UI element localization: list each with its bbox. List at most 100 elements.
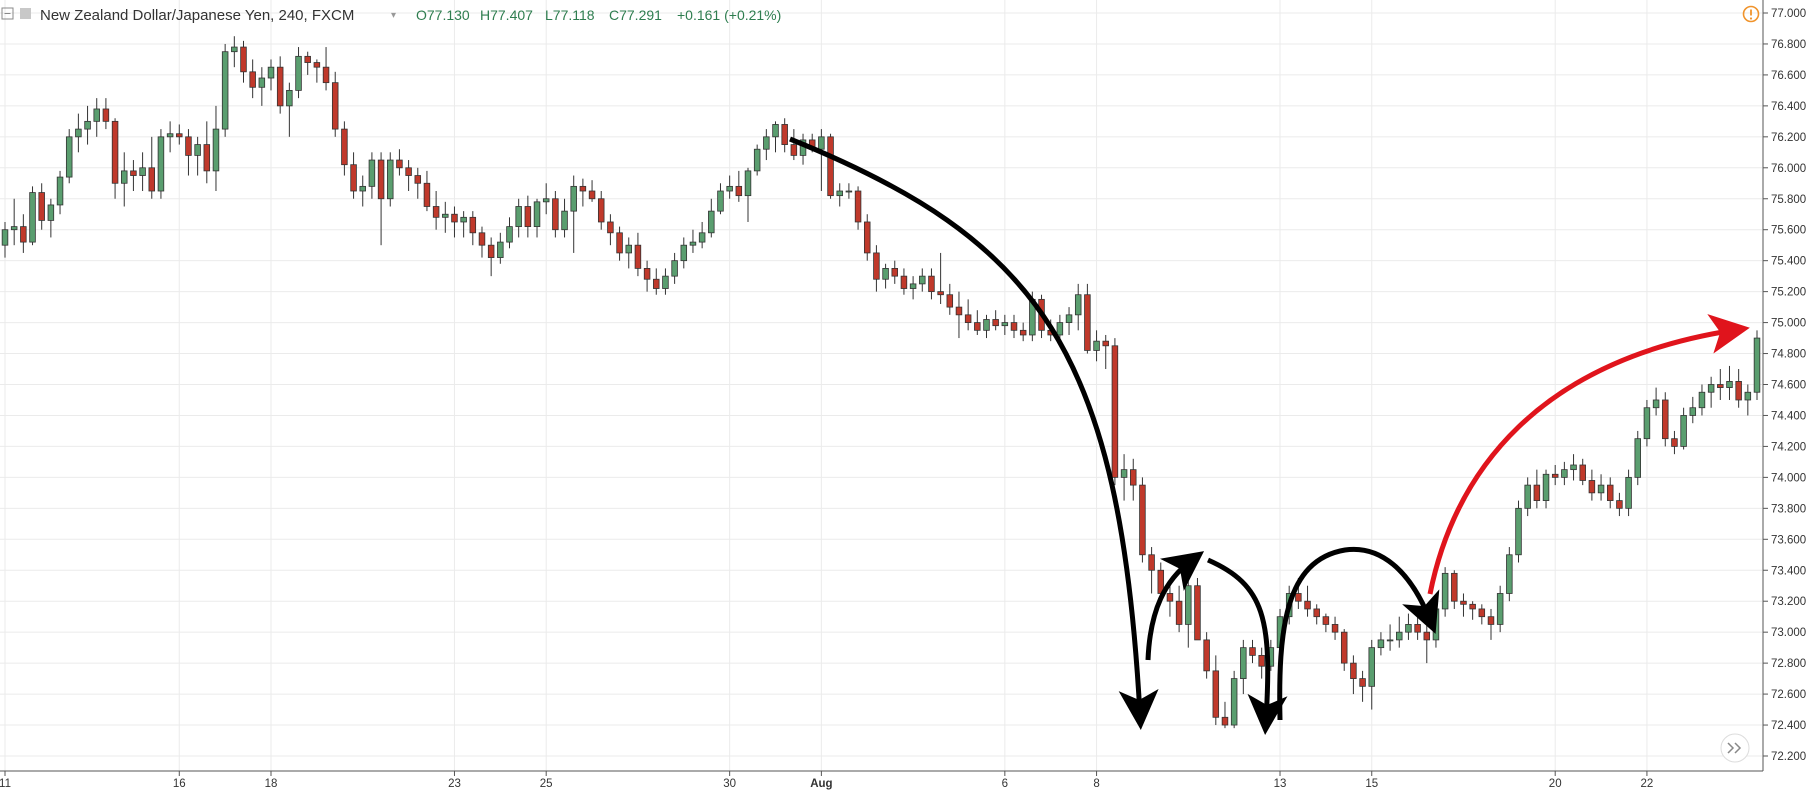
- candle-up: [744, 167, 752, 222]
- candle-body: [1551, 473, 1559, 478]
- candle-down: [873, 245, 880, 292]
- candle-down: [1084, 283, 1091, 354]
- candle-body: [717, 190, 724, 212]
- scroll-to-realtime-button[interactable]: [1720, 733, 1750, 763]
- candle-down: [1203, 632, 1210, 679]
- candle-body: [1019, 329, 1027, 336]
- candle-body: [286, 89, 293, 107]
- candle-body: [1625, 476, 1632, 509]
- y-tick-label: 75.000: [1771, 318, 1806, 330]
- candle-body: [726, 185, 733, 192]
- candle-body: [497, 241, 504, 258]
- y-tick-label: 73.800: [1771, 503, 1806, 515]
- candle-up: [753, 144, 761, 176]
- annotations: [789, 136, 1750, 735]
- x-tick-label: Aug: [810, 778, 832, 790]
- candle-body: [469, 216, 477, 234]
- collapse-icon[interactable]: [1, 7, 14, 20]
- candle-down: [148, 136, 156, 199]
- candle-body: [1405, 624, 1412, 633]
- candle-body: [1478, 608, 1486, 618]
- candle-body: [1295, 593, 1302, 602]
- candle-body: [1093, 340, 1100, 351]
- candle-body: [203, 144, 211, 172]
- y-axis[interactable]: 72.200 72.400 72.600 72.800 73.000 73.200 73.4…: [1763, 8, 1806, 763]
- candle-down: [1258, 647, 1265, 679]
- candle-up: [47, 198, 55, 238]
- candle-up: [1377, 632, 1385, 656]
- candle-body: [1185, 585, 1192, 625]
- candle-down: [350, 152, 357, 199]
- candle-down: [1478, 604, 1486, 625]
- candle-body: [1175, 600, 1183, 625]
- candle-up: [506, 217, 513, 249]
- candle-up: [1753, 330, 1761, 400]
- candle-down: [1616, 492, 1623, 517]
- candle-body: [1212, 670, 1220, 718]
- candle-body: [1735, 381, 1742, 401]
- candle-up: [708, 198, 715, 238]
- candle-up: [1432, 601, 1440, 648]
- candle-down: [946, 283, 954, 315]
- candle-body: [1441, 572, 1449, 610]
- candle-body: [653, 278, 660, 289]
- candle-down: [1102, 334, 1109, 370]
- candle-body: [1166, 593, 1174, 602]
- annotation-arrow: [1277, 546, 1440, 721]
- candle-body: [1340, 631, 1348, 664]
- candle-up: [387, 152, 394, 207]
- candle-up: [1506, 547, 1513, 602]
- candle-down: [1414, 608, 1421, 640]
- candle-up: [542, 183, 550, 215]
- y-tick-label: 74.800: [1771, 349, 1806, 361]
- candles: [1, 36, 1761, 729]
- candle-down: [1533, 469, 1541, 509]
- candle-up: [166, 121, 174, 153]
- candle-body: [423, 182, 431, 207]
- candle-body: [680, 244, 688, 262]
- candle-down: [240, 40, 247, 83]
- candle-down: [1175, 585, 1183, 633]
- candle-body: [1717, 384, 1724, 388]
- candle-down: [955, 291, 963, 339]
- candle-body: [65, 136, 73, 178]
- candle-body: [708, 210, 715, 234]
- candle-up: [717, 183, 724, 215]
- candle-body: [909, 283, 917, 289]
- candle-down: [423, 170, 431, 212]
- candle-body: [928, 275, 935, 293]
- candle-body: [414, 175, 422, 184]
- candle-body: [616, 232, 623, 254]
- candle-up: [1515, 500, 1522, 563]
- candle-up: [29, 186, 36, 246]
- candle-body: [781, 124, 788, 145]
- y-tick-label: 72.800: [1771, 658, 1806, 670]
- candle-body: [689, 241, 697, 246]
- candle-up: [1056, 314, 1064, 342]
- candle-body: [295, 55, 302, 91]
- y-tick-label: 76.600: [1771, 70, 1806, 82]
- close-value: C77.291: [609, 7, 662, 23]
- candle-body: [1689, 407, 1697, 416]
- x-tick-label: 16: [173, 778, 186, 790]
- candle-body: [698, 232, 706, 243]
- candle-body: [597, 198, 605, 223]
- x-tick-label: 8: [1093, 778, 1099, 790]
- candle-body: [231, 46, 238, 53]
- candle-down: [405, 160, 412, 192]
- candle-up: [772, 121, 779, 153]
- candle-body: [1680, 415, 1687, 447]
- symbol-dropdown-icon[interactable]: ▾: [391, 10, 396, 21]
- x-axis[interactable]: 111618232530Aug68131520222729: [0, 771, 1811, 790]
- candle-down: [634, 232, 642, 277]
- warning-icon[interactable]: [1742, 5, 1760, 23]
- candle-down: [1148, 547, 1155, 594]
- candle-up: [1074, 283, 1082, 331]
- candle-body: [47, 204, 55, 221]
- candle-body: [1056, 322, 1064, 336]
- candle-down: [1469, 601, 1476, 620]
- candle-body: [1, 229, 9, 246]
- symbol-title[interactable]: New Zealand Dollar/Japanese Yen, 240, FX…: [40, 7, 354, 24]
- candle-down: [478, 226, 486, 258]
